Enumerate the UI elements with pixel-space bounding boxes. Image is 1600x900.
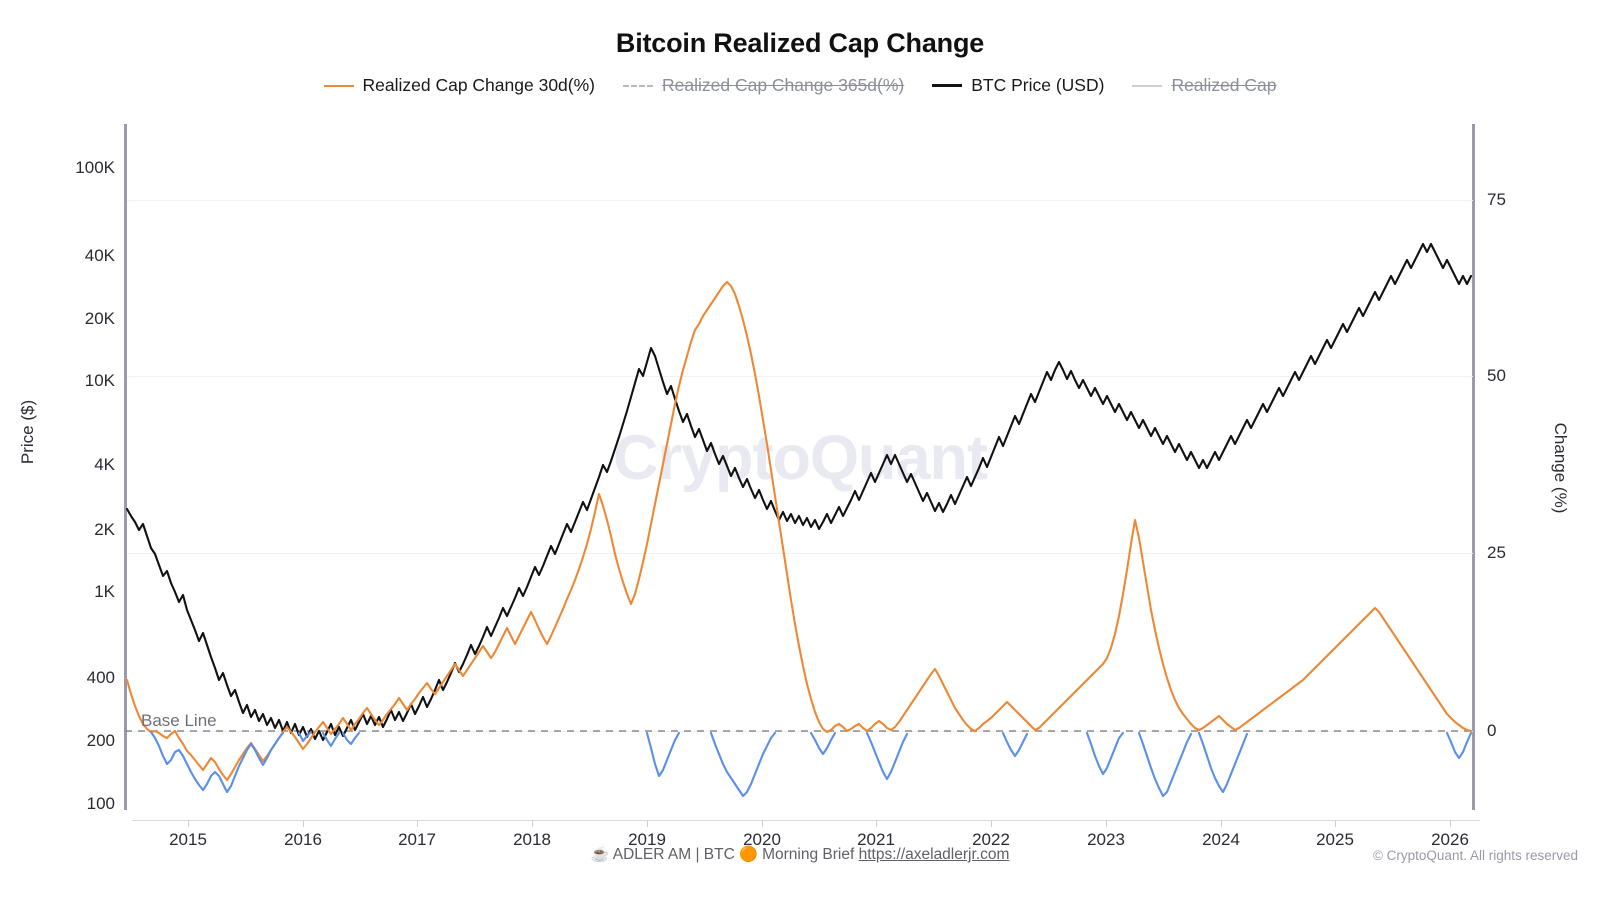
- x-tick-label: 2021: [857, 830, 895, 849]
- footer-attribution: ☕ ADLER AM | BTC 🟠 Morning Brief https:/…: [0, 845, 1600, 864]
- series-realized-cap-change-30d: [125, 280, 1473, 782]
- legend-item-realized-cap-change-365d[interactable]: Realized Cap Change 365d(%): [623, 75, 905, 95]
- gridline: [127, 731, 1473, 732]
- x-tick-label: 2019: [628, 830, 666, 849]
- x-tick-mark: [876, 820, 877, 827]
- footer-brief: Morning Brief: [762, 846, 855, 863]
- x-tick-label: 2025: [1316, 830, 1354, 849]
- legend-label: Realized Cap Change 30d(%): [362, 75, 596, 95]
- y-tick-right: 25: [1487, 543, 1506, 562]
- y-tick-left: 200: [86, 731, 115, 750]
- gridline: [127, 553, 1473, 554]
- x-tick-label: 2024: [1202, 830, 1240, 849]
- x-tick-label: 2023: [1087, 830, 1125, 849]
- footer-url-link[interactable]: https://axeladlerjr.com: [858, 846, 1010, 863]
- gridline: [127, 200, 1473, 201]
- x-tick-label: 2016: [284, 830, 322, 849]
- x-tick-mark: [991, 820, 992, 827]
- footer-author: ADLER AM | BTC: [612, 846, 735, 863]
- gridline: [127, 376, 1473, 377]
- orange-circle-icon: 🟠: [739, 846, 758, 863]
- series-svg: [125, 242, 1473, 798]
- x-tick-label: 2020: [743, 830, 781, 849]
- x-tick-mark: [1221, 820, 1222, 827]
- page-title: Bitcoin Realized Cap Change: [615, 28, 985, 58]
- y-tick-left: 2K: [94, 520, 115, 539]
- y-tick-left: 1K: [94, 582, 115, 601]
- x-tick-label: 2018: [513, 830, 551, 849]
- x-tick-mark: [303, 820, 304, 827]
- y-tick-left: 20K: [84, 309, 115, 328]
- copyright-notice: © CryptoQuant. All rights reserved: [1372, 848, 1578, 863]
- x-tick-mark: [417, 820, 418, 827]
- y-tick-right: 50: [1487, 366, 1506, 385]
- x-tick-label: 2015: [169, 830, 207, 849]
- legend-item-realized-cap[interactable]: Realized Cap: [1132, 75, 1277, 95]
- legend-item-realized-cap-change-30d[interactable]: Realized Cap Change 30d(%): [323, 75, 596, 95]
- y-tick-left: 4K: [94, 455, 115, 474]
- coffee-icon: ☕: [590, 846, 610, 863]
- y-axis-left-spine: [124, 124, 127, 810]
- y-tick-left: 10K: [84, 371, 115, 390]
- y-tick-right: 75: [1487, 190, 1506, 209]
- y-axis-right-spine: [1472, 124, 1475, 810]
- x-tick-mark: [647, 820, 648, 827]
- legend-swatch-black: [932, 84, 963, 88]
- x-tick-label: 2026: [1431, 830, 1469, 849]
- y-tick-right: 0: [1487, 721, 1497, 740]
- y-tick-left: 100: [86, 794, 115, 813]
- x-tick-mark: [532, 820, 533, 827]
- legend-swatch-dashed-gray: [623, 84, 653, 87]
- series-30d-negative-segments: [149, 730, 1473, 798]
- x-tick-mark: [188, 820, 189, 827]
- plot-area: [125, 124, 1473, 810]
- x-tick-mark: [1106, 820, 1107, 827]
- legend-label: Realized Cap: [1171, 75, 1277, 95]
- y-tick-left: 100K: [75, 158, 115, 177]
- x-tick-mark: [1450, 820, 1451, 827]
- x-axis-line: [132, 820, 1480, 821]
- legend-label: BTC Price (USD): [971, 75, 1105, 95]
- x-tick-label: 2017: [398, 830, 436, 849]
- y-axis-left-title: Price ($): [18, 399, 37, 465]
- legend-swatch-orange: [323, 84, 354, 87]
- y-tick-left: 400: [86, 668, 115, 687]
- x-tick-mark: [1335, 820, 1336, 827]
- legend-swatch-gray: [1132, 84, 1163, 87]
- series-btc-price: [125, 242, 1473, 742]
- x-tick-mark: [762, 820, 763, 827]
- x-tick-label: 2022: [972, 830, 1010, 849]
- y-axis-right-title: Change (%): [1551, 422, 1570, 514]
- legend-label: Realized Cap Change 365d(%): [662, 75, 905, 95]
- chart-legend: Realized Cap Change 30d(%) Realized Cap …: [0, 75, 1600, 95]
- baseline-label: Base Line: [141, 711, 217, 730]
- y-tick-left: 40K: [84, 246, 115, 265]
- legend-item-btc-price[interactable]: BTC Price (USD): [932, 75, 1105, 95]
